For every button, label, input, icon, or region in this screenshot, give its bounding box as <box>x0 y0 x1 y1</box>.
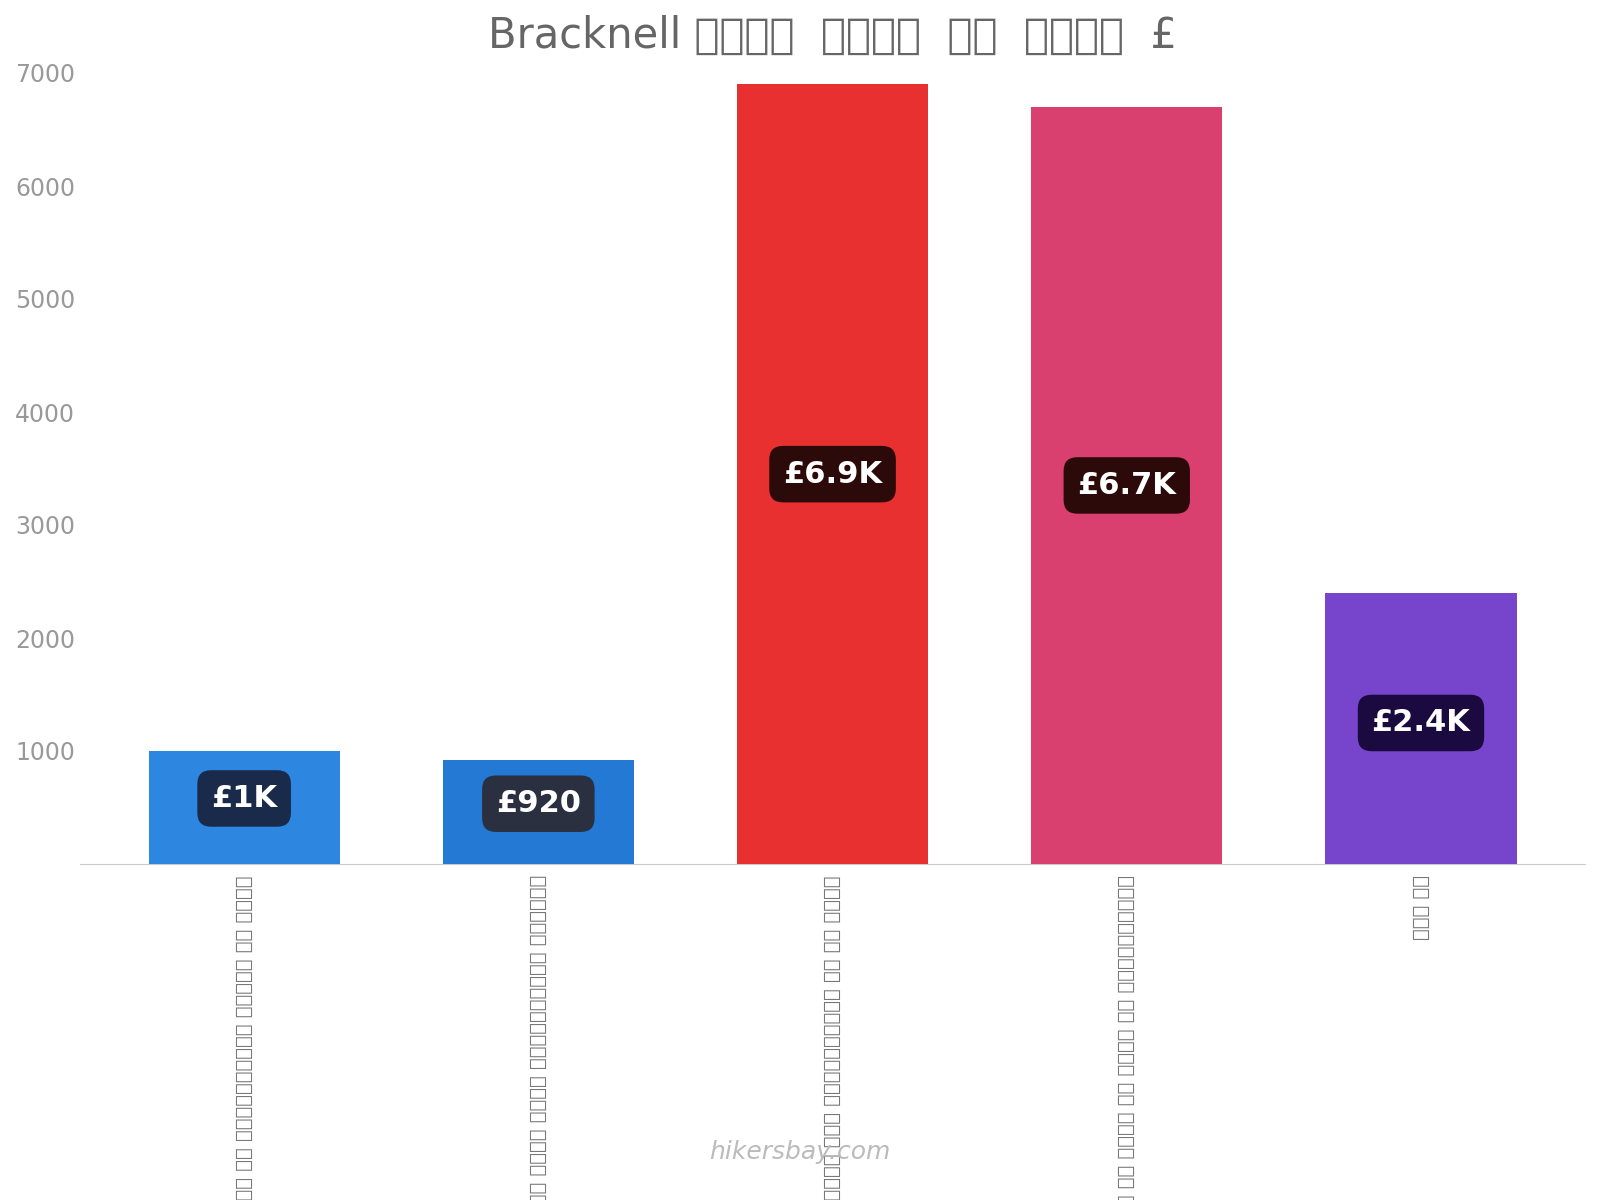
Bar <box>1030 107 1222 864</box>
Text: £6.9K: £6.9K <box>782 460 882 488</box>
Title: Bracknell जीवन  यापन  की  लागत  £: Bracknell जीवन यापन की लागत £ <box>488 14 1178 56</box>
Text: £920: £920 <box>496 790 581 818</box>
Bar <box>1325 593 1517 864</box>
Text: hikersbay.com: hikersbay.com <box>709 1140 891 1164</box>
Bar <box>738 84 928 864</box>
Text: £1K: £1K <box>211 784 277 812</box>
Bar <box>149 751 339 864</box>
Bar <box>443 760 634 864</box>
Text: £6.7K: £6.7K <box>1077 470 1176 500</box>
Text: £2.4K: £2.4K <box>1371 708 1470 738</box>
